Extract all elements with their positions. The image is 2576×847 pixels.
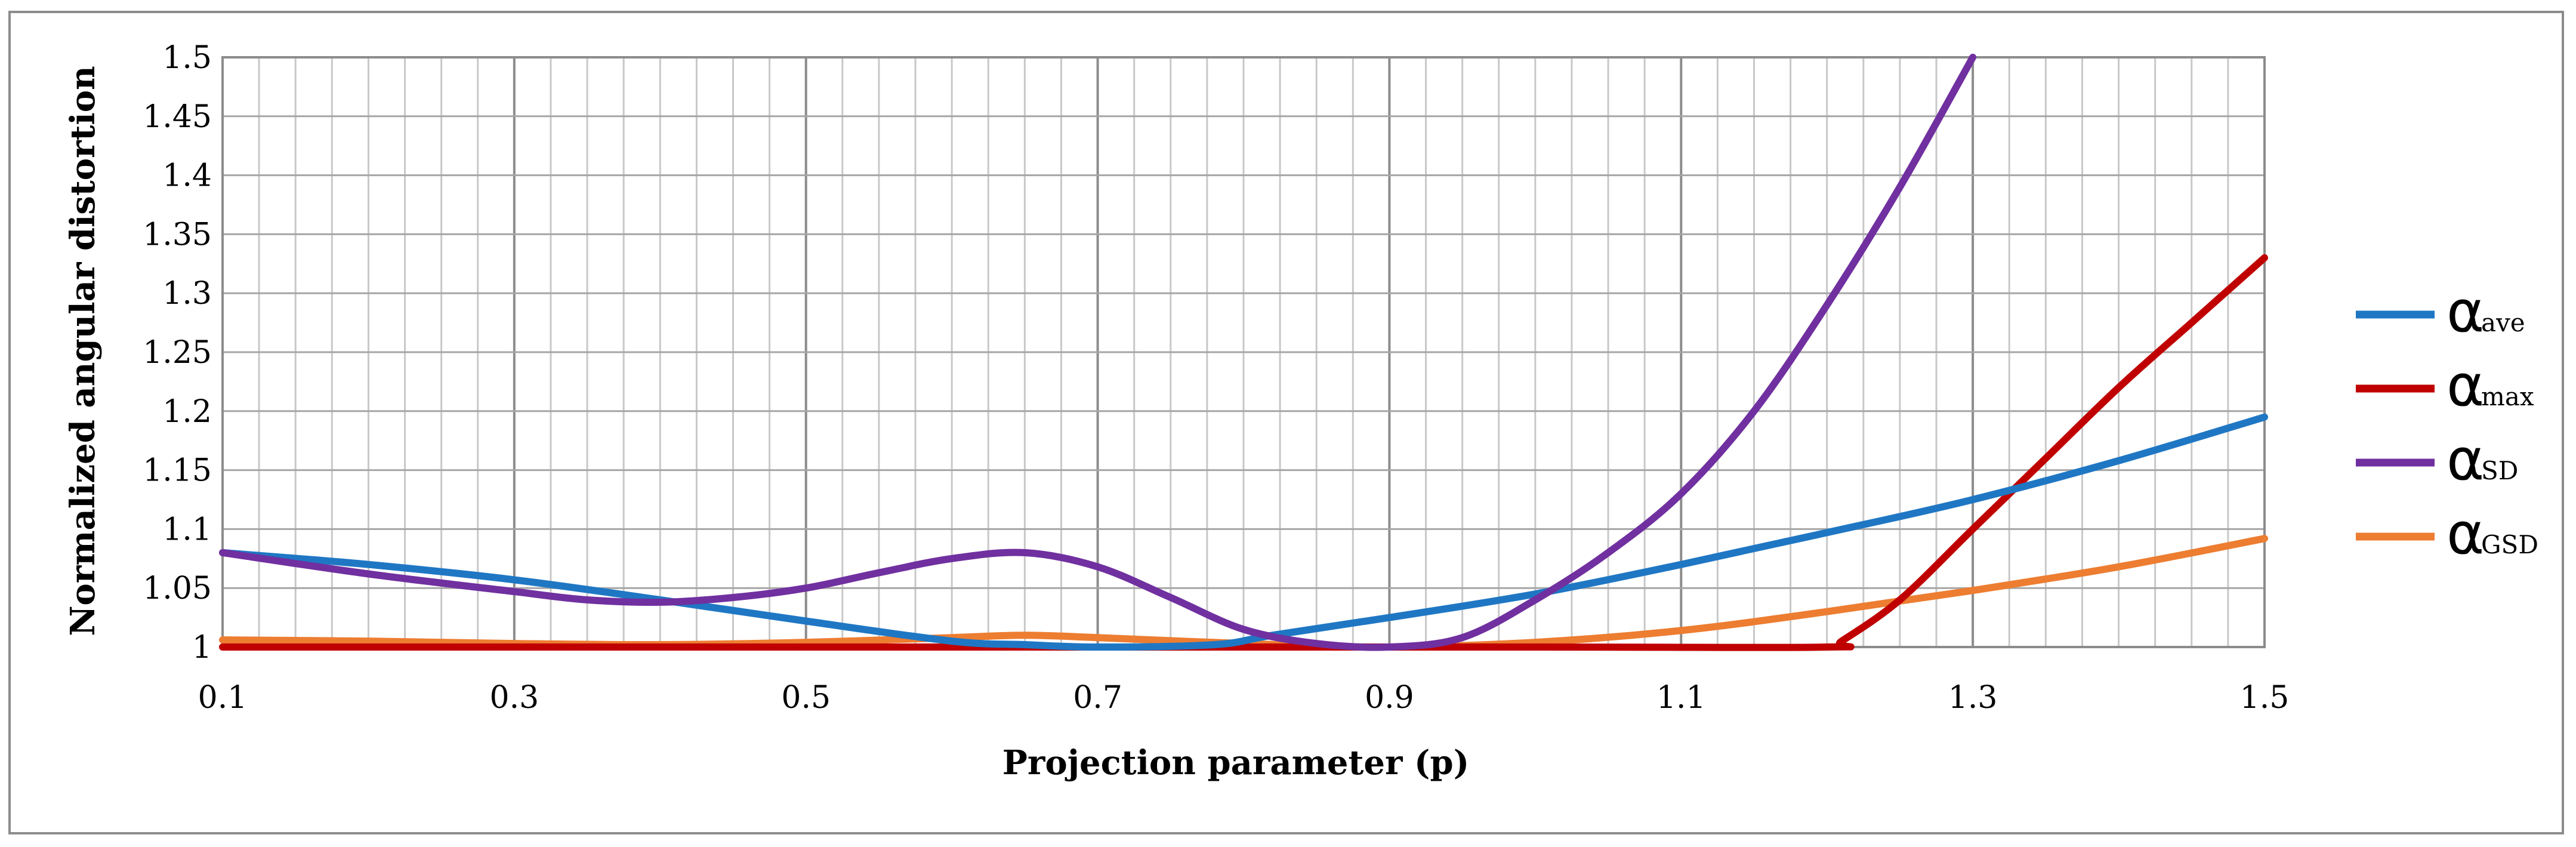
x-tick-label: 1.1	[1656, 680, 1706, 716]
legend-label-sd: α	[2447, 426, 2484, 493]
y-tick-label: 1.25	[143, 335, 212, 371]
legend-label-gsd: α	[2447, 500, 2484, 567]
x-tick-label: 0.1	[198, 680, 248, 716]
y-tick-label: 1.1	[162, 512, 212, 547]
y-axis-ticks: 1 1.05 1.1 1.15 1.2 1.25 1.3 1.35 1.4 1.45 1.5	[143, 40, 212, 666]
y-axis-title: Normalized angular distortion	[63, 66, 103, 636]
legend-subscript-gsd: GSD	[2481, 530, 2538, 559]
series-line-sd	[219, 54, 1977, 651]
x-axis-title: Projection parameter (p)	[1002, 743, 1469, 783]
y-tick-label: 1.45	[143, 99, 212, 135]
y-tick-label: 1.5	[162, 40, 212, 76]
x-tick-label: 0.9	[1365, 680, 1414, 716]
x-axis-ticks: 0.1 0.3 0.5 0.7 0.9 1.1 1.3 1.5	[198, 680, 2290, 716]
grid	[221, 56, 2266, 648]
x-tick-label: 0.7	[1073, 680, 1122, 716]
legend-subscript-sd: SD	[2481, 456, 2518, 485]
y-tick-label: 1.05	[143, 571, 212, 606]
y-tick-label: 1.4	[162, 158, 212, 194]
series-line-max	[219, 254, 2268, 651]
legend-label-ave: α	[2447, 278, 2484, 345]
legend-label-max: α	[2447, 352, 2484, 419]
x-tick-label: 1.5	[2240, 680, 2290, 716]
y-tick-label: 1.3	[162, 276, 212, 312]
legend-subscript-max: max	[2481, 382, 2534, 411]
legend-subscript-ave: ave	[2481, 308, 2525, 337]
y-tick-label: 1.2	[162, 394, 212, 430]
y-tick-label: 1	[192, 630, 212, 666]
chart-frame: 1 1.05 1.1 1.15 1.2 1.25 1.3 1.35 1.4 1.45 1.5 0.1…	[8, 11, 2564, 834]
x-tick-label: 0.5	[781, 680, 831, 716]
x-tick-label: 1.3	[1948, 680, 1998, 716]
y-tick-label: 1.35	[143, 217, 212, 252]
line-chart: 1 1.05 1.1 1.15 1.2 1.25 1.3 1.35 1.4 1.45 1.5 0.1…	[63, 40, 2538, 783]
y-tick-label: 1.15	[143, 453, 212, 489]
series-layer	[219, 54, 2268, 651]
x-tick-label: 0.3	[490, 680, 539, 716]
series-line-ave	[219, 413, 2268, 651]
